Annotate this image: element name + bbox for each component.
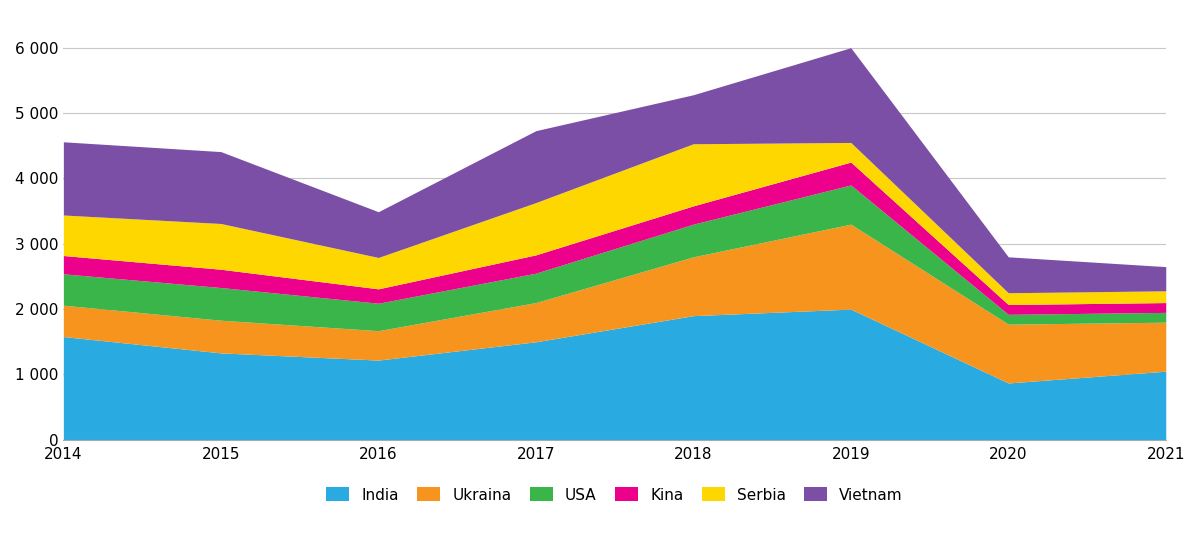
- Legend: India, Ukraina, USA, Kina, Serbia, Vietnam: India, Ukraina, USA, Kina, Serbia, Vietn…: [320, 482, 908, 509]
